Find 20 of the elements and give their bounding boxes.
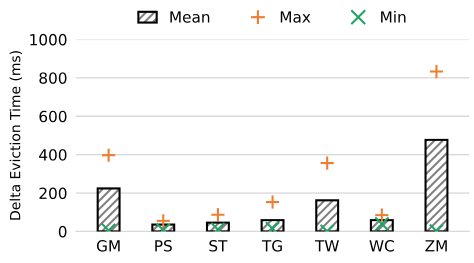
legend-label: Max (280, 11, 310, 23)
bar (424, 138, 448, 232)
y-tick-label: 0 (58, 226, 66, 238)
y-axis-title: Delta Eviction Time (ms) (10, 51, 22, 220)
bar (315, 199, 340, 232)
y-tick-label: 600 (39, 110, 66, 122)
y-tick-label: 200 (39, 188, 66, 200)
x-tick-label: ZM (425, 240, 447, 252)
legend-label: Mean (170, 11, 210, 23)
legend-label: Min (381, 10, 406, 23)
bar (96, 187, 121, 232)
x-tick-label: TW (314, 240, 339, 252)
y-tick-label: 400 (39, 149, 66, 161)
x-tick-label: TG (262, 240, 282, 252)
x-tick-label: ST (209, 240, 228, 252)
y-tick-label: 1000 (30, 34, 66, 46)
x-tick-label: GM (96, 240, 120, 252)
x-tick-label: WC (369, 240, 394, 252)
x-tick-label: PS (155, 240, 172, 252)
y-tick-label: 800 (39, 72, 66, 84)
